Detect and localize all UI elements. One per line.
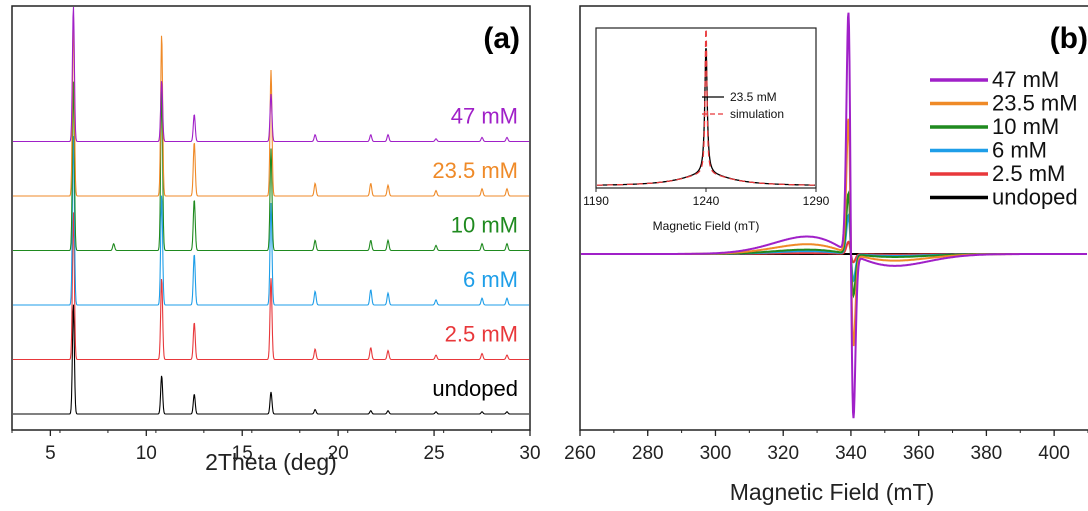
panel-a: 5 10 15 20 25 30 undoped 2.5 mM 6 mM 10 mM 23.5 m… [11, 5, 541, 475]
panel-a-series-labels: undoped 2.5 mM 6 mM 10 mM 23.5 mM 47 mM [432, 104, 518, 402]
b-x-tick-label: 320 [767, 443, 799, 464]
a-trace-23-5-mm [13, 17, 529, 197]
inset-x-axis-title: Magnetic Field (mT) [653, 219, 760, 233]
b-x-tick-label: 300 [700, 443, 732, 464]
a-series-label: 47 mM [451, 104, 518, 129]
a-x-tick-label: 10 [136, 443, 157, 464]
inset-legend-label: simulation [730, 107, 784, 121]
a-series-label: 23.5 mM [432, 158, 518, 183]
a-x-tick-label: 30 [519, 443, 540, 464]
a-series-label: 6 mM [463, 267, 518, 292]
panel-a-frame [11, 5, 531, 431]
inset-x-axis: 1190 1240 1290 [583, 188, 830, 208]
panel-a-label: (a) [483, 22, 520, 55]
a-trace-47-mm [13, 6, 529, 143]
b-x-tick-label: 400 [1038, 443, 1070, 464]
a-trace-2-5-mm [13, 212, 529, 361]
b-x-tick-label: 380 [971, 443, 1003, 464]
b-legend-label: 23.5 mM [992, 91, 1078, 116]
inset-legend: 23.5 mM simulation [702, 90, 784, 121]
panel-a-x-axis-title: 2Theta (deg) [205, 449, 337, 475]
b-x-tick-label: 360 [903, 443, 935, 464]
b-x-tick-label: 260 [564, 443, 596, 464]
a-x-tick-label: 20 [328, 443, 349, 464]
b-legend-label: 6 mM [992, 138, 1047, 163]
inset-x-tick-label: 1240 [693, 194, 720, 208]
a-x-tick-label: 5 [45, 443, 56, 464]
panel-b-inset: 1190 1240 1290 23.5 mM simulation Magnetic … [583, 27, 830, 233]
a-series-label: undoped [432, 376, 518, 401]
panel-b-x-axis: 260 280 300 320 340 360 380 400 [564, 430, 1088, 464]
panel-b-frame [579, 5, 1088, 431]
a-x-tick-label: 25 [424, 443, 445, 464]
panel-b-traces [581, 12, 1087, 419]
inset-traces [597, 28, 815, 186]
panel-b-x-axis-title: Magnetic Field (mT) [730, 479, 934, 505]
a-trace-10-mm [13, 81, 529, 252]
a-trace-undoped [13, 304, 529, 415]
b-legend-label: 47 mM [992, 67, 1059, 92]
panel-b-label: (b) [1050, 22, 1088, 55]
b-legend-label: undoped [992, 185, 1078, 210]
b-legend-label: 10 mM [992, 114, 1059, 139]
b-trace-47-mm [581, 12, 1087, 419]
inset-legend-label: 23.5 mM [730, 90, 777, 104]
inset-trace-simulation [597, 28, 815, 186]
a-trace-6-mm [13, 136, 529, 306]
a-series-label: 10 mM [451, 213, 518, 238]
b-x-tick-label: 340 [835, 443, 867, 464]
b-legend-label: 2.5 mM [992, 161, 1065, 186]
b-x-tick-label: 280 [632, 443, 664, 464]
a-x-tick-label: 15 [232, 443, 253, 464]
panel-a-x-axis: 5 10 15 20 25 30 [11, 430, 541, 464]
a-series-label: 2.5 mM [445, 322, 518, 347]
inset-x-tick-label: 1290 [803, 194, 830, 208]
inset-x-tick-label: 1190 [583, 194, 609, 208]
panel-a-traces [13, 6, 529, 415]
